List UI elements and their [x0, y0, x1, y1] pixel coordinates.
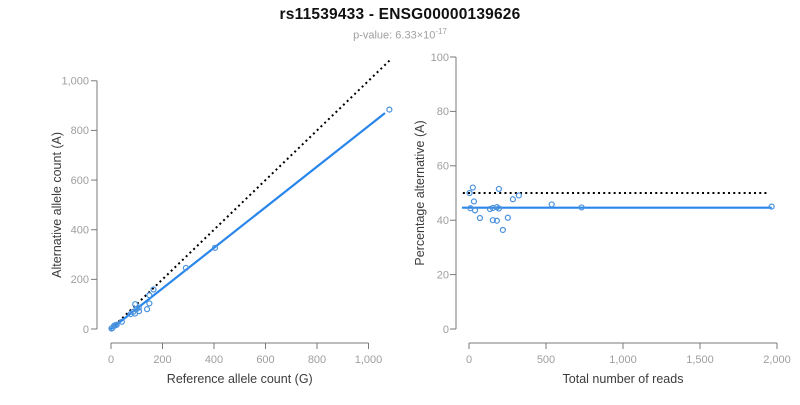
regression-line [110, 112, 386, 330]
data-point [489, 217, 496, 224]
x-tick-label: 1,000 [609, 354, 637, 366]
data-point [135, 308, 143, 315]
y-tick-label: 0 [83, 324, 89, 336]
data-point [143, 306, 151, 313]
x-tick-label: 600 [256, 354, 274, 366]
y-tick-label: 0 [443, 324, 449, 336]
data-point [386, 106, 393, 113]
allele-count-scatter: 0 200 400 600 800 1,000 0 200 400 600 800 1,000 Refe… [50, 58, 393, 386]
data-point [495, 185, 502, 193]
y-tick-label: 100 [431, 52, 449, 64]
y-tick-label: 20 [437, 269, 449, 281]
data-point [471, 207, 479, 214]
data-point [146, 300, 153, 307]
data-point [495, 205, 502, 212]
y-tick-label: 1,000 [61, 76, 89, 88]
data-point [578, 204, 585, 211]
data-point [470, 198, 478, 205]
y-tick-label: 80 [437, 106, 449, 118]
data-point [476, 214, 484, 222]
x-tick-label: 500 [537, 354, 555, 366]
data-point [515, 192, 522, 199]
data-point [113, 321, 120, 328]
percentage-reads-scatter: 0 20 40 60 80 100 0 500 1,000 1,500 2,000 Total num… [413, 52, 791, 386]
data-point [211, 244, 219, 251]
figure-subtitle: p-value: 6.33×10-17 [0, 27, 800, 42]
x-axis-title: Reference allele count (G) [167, 372, 313, 386]
x-tick-label: 200 [153, 354, 171, 366]
y-axis-title: Percentage alternative (A) [413, 120, 427, 265]
identity-line [110, 58, 392, 330]
data-point [486, 205, 494, 213]
data-point [466, 189, 473, 197]
data-point [150, 286, 157, 293]
data-point [118, 318, 125, 325]
y-axis-title: Alternative allele count (A) [50, 132, 64, 278]
data-point [182, 264, 190, 272]
data-point [504, 214, 511, 221]
x-tick-label: 2,000 [763, 354, 791, 366]
data-point [768, 203, 775, 210]
data-point [493, 217, 500, 224]
data-point [499, 226, 506, 234]
y-tick-label: 40 [437, 215, 449, 227]
pvalue-base: 6.33×10 [395, 29, 436, 42]
data-point [146, 292, 153, 299]
data-point [509, 196, 516, 203]
x-tick-label: 400 [205, 354, 223, 366]
x-tick-label: 1,500 [686, 354, 714, 366]
y-tick-label: 600 [71, 175, 89, 187]
x-axis-title: Total number of reads [563, 372, 684, 386]
figure-title: rs11539433 - ENSG00000139626 [279, 6, 521, 23]
x-tick-label: 0 [108, 354, 114, 366]
x-tick-label: 0 [466, 354, 472, 366]
y-tick-label: 60 [437, 161, 449, 173]
pvalue-label: p-value: [353, 29, 396, 42]
data-point [469, 184, 476, 191]
data-point [135, 304, 142, 311]
x-tick-label: 800 [308, 354, 326, 366]
y-tick-label: 200 [71, 274, 89, 286]
data-point [132, 301, 139, 308]
y-tick-label: 400 [71, 225, 89, 237]
pvalue-exponent: -17 [435, 27, 447, 36]
x-tick-label: 1,000 [355, 354, 383, 366]
data-point [489, 204, 496, 212]
y-tick-label: 800 [71, 125, 89, 137]
data-point [548, 201, 555, 208]
